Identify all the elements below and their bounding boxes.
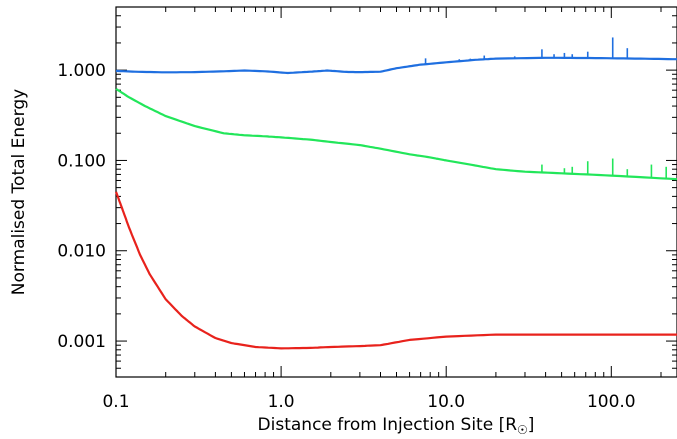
series-line-1 bbox=[115, 56, 677, 75]
plot-frame bbox=[115, 6, 677, 378]
tick-labels: 0.1 1.0 10.0 100.0 0.001 0.010 0.100 1.000 bbox=[57, 61, 635, 412]
series-lines bbox=[114, 37, 677, 350]
y-tick-label: 0.010 bbox=[57, 242, 106, 262]
y-tick-label: 1.000 bbox=[57, 61, 106, 81]
y-axis-label: Normalised Total Energy bbox=[9, 89, 29, 295]
x-tick-label: 0.1 bbox=[102, 392, 129, 412]
axis-ticks bbox=[115, 6, 677, 378]
x-tick-label: 100.0 bbox=[587, 392, 636, 412]
y-tick-label: 0.001 bbox=[57, 332, 106, 352]
series-line-2 bbox=[115, 87, 677, 181]
x-axis-label-main: Distance from Injection Site [R bbox=[258, 415, 518, 435]
x-axis-label-sub: ☉ bbox=[517, 423, 528, 437]
x-tick-label: 1.0 bbox=[268, 392, 295, 412]
x-axis-label: Distance from Injection Site [R☉] bbox=[258, 415, 535, 437]
series-line-3 bbox=[114, 191, 677, 350]
y-tick-label: 0.100 bbox=[57, 151, 106, 171]
x-axis-label-close: ] bbox=[528, 415, 535, 435]
x-tick-label: 10.0 bbox=[427, 392, 465, 412]
